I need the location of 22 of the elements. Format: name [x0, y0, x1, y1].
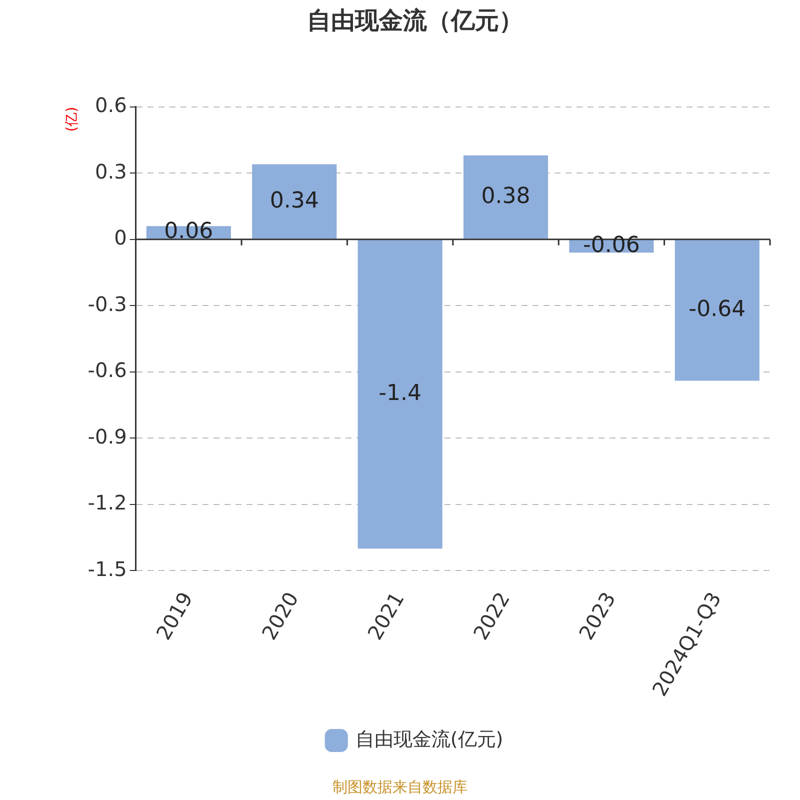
- data-label: -1.4: [378, 380, 422, 406]
- y-tick-label: 0: [114, 226, 127, 250]
- y-tick-label: -0.9: [88, 424, 127, 448]
- bar: [358, 240, 442, 549]
- y-tick-label: 0.6: [95, 93, 127, 118]
- y-tick-label: -0.3: [88, 292, 127, 316]
- data-label: 0.34: [270, 188, 319, 214]
- chart-title: 自由现金流（亿元）: [307, 6, 523, 35]
- data-label: 0.38: [481, 184, 530, 209]
- data-label: -0.06: [582, 232, 640, 258]
- text: 制图数据来自数据库: [332, 778, 468, 796]
- bar: [252, 164, 337, 239]
- y-tick-label: -0.6: [88, 358, 127, 382]
- data-label: 0.06: [164, 219, 214, 244]
- y-tick-label: -1.5: [88, 556, 127, 581]
- y-tick-label: -1.2: [88, 490, 127, 515]
- bar: [463, 155, 548, 239]
- data-label: -0.64: [688, 297, 746, 322]
- y-axis-title: (亿): [64, 106, 80, 132]
- legend-label: 自由现金流(亿元): [355, 728, 504, 750]
- bar: [674, 240, 760, 381]
- y-tick-label: 0.3: [95, 159, 127, 184]
